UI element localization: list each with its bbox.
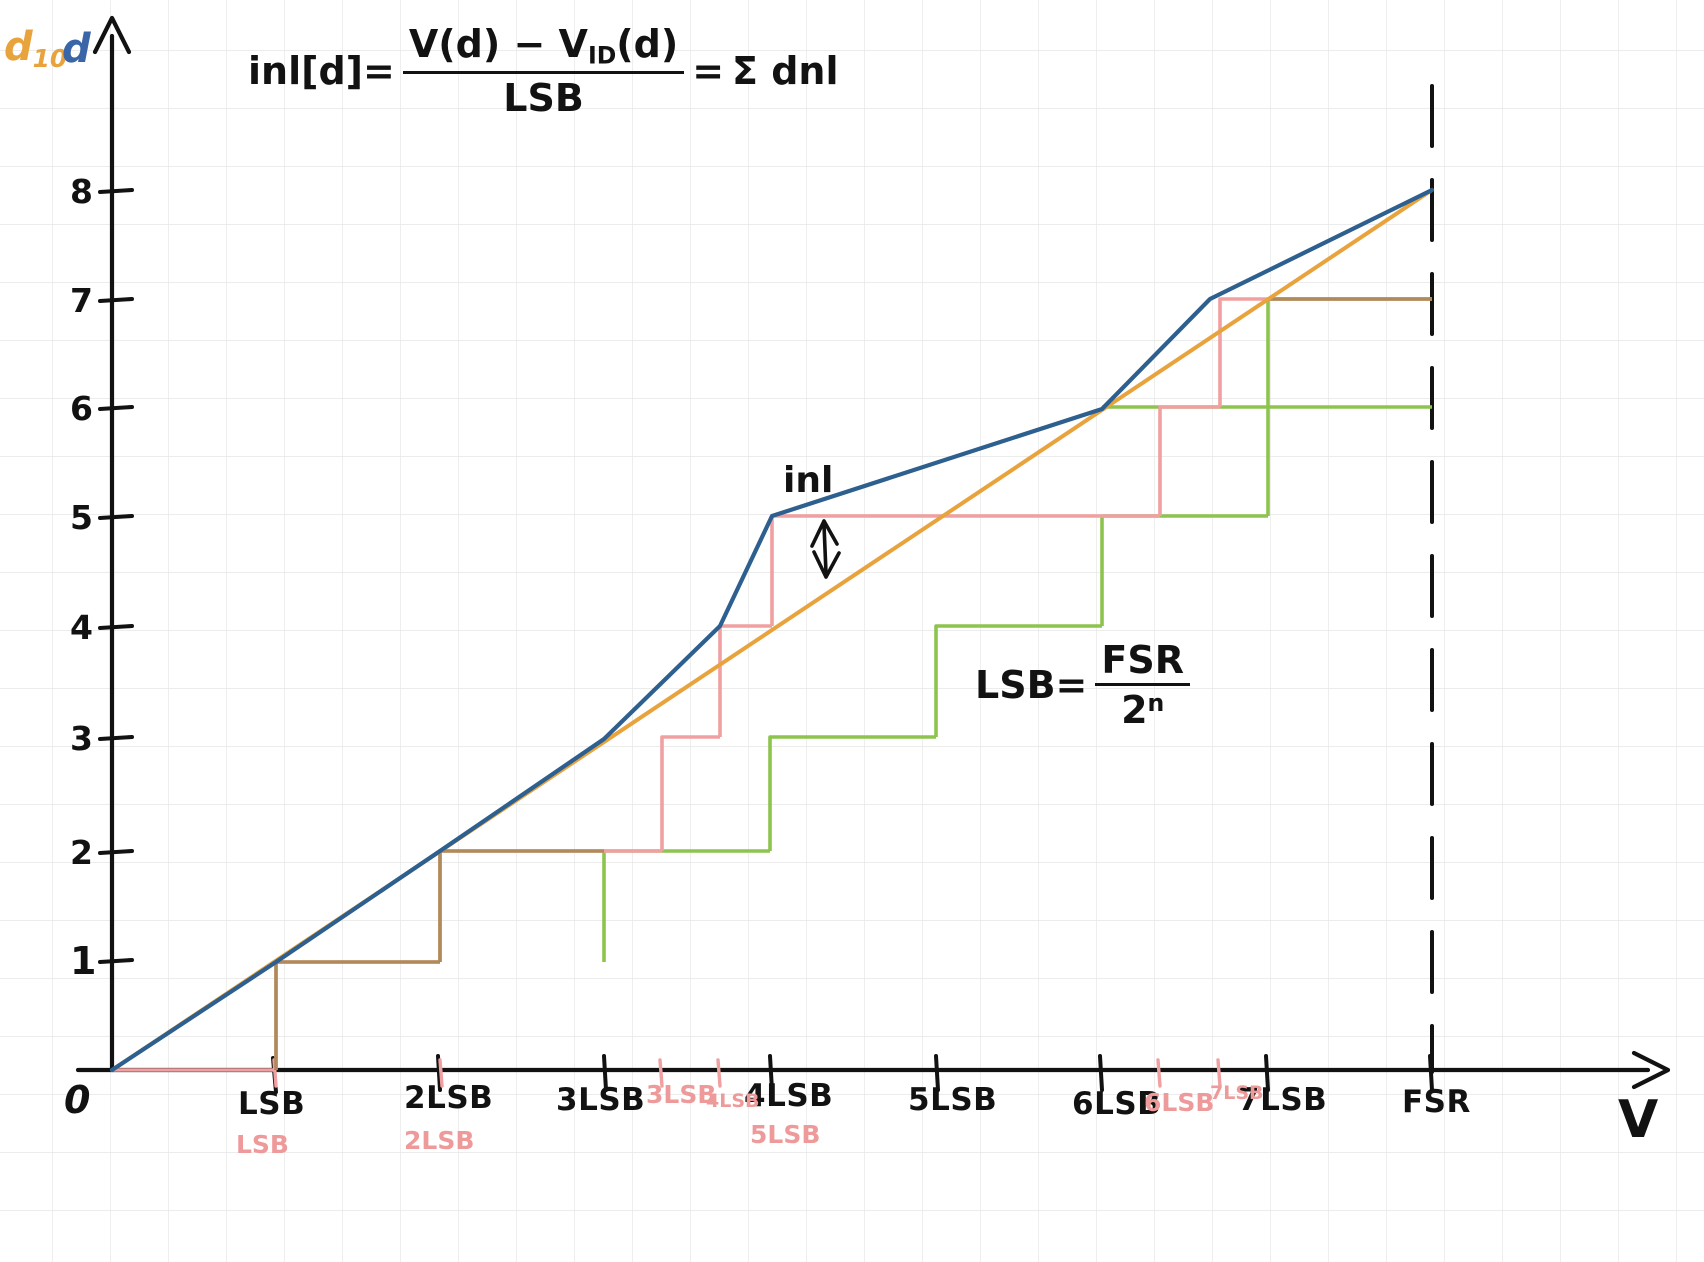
x-tick-label-pink-4lsb: 4LSB: [706, 1090, 760, 1112]
x-tick-label-pink-3lsb: 3LSB: [646, 1080, 717, 1109]
lsb-formula: LSB= FSR 2n: [975, 638, 1190, 732]
origin-label: 0: [64, 1078, 91, 1122]
y-tick-label-2: 2: [70, 833, 93, 872]
y-axis-label-d: d: [62, 26, 91, 72]
x-tick-label-pink-6lsb: 6LSB: [1144, 1088, 1215, 1117]
y-tick-label-5: 5: [70, 498, 93, 537]
lsb-formula-numerator: FSR: [1095, 638, 1190, 686]
y-tick-label-4: 4: [70, 608, 93, 647]
inl-formula-fraction: V(d) − VID(d) LSB: [402, 22, 685, 120]
x-tick-label-4lsb: 4LSB: [744, 1078, 834, 1114]
y-tick-label-7: 7: [70, 281, 93, 320]
x-tick-label-lsb: LSB: [238, 1086, 306, 1122]
lsb-formula-lhs: LSB=: [975, 663, 1088, 707]
inl-curve-blue: [109, 187, 1435, 1073]
lsb-formula-fraction: FSR 2n: [1095, 638, 1190, 732]
y-tick-label-8: 8: [70, 172, 93, 211]
ideal-staircase-green: [602, 297, 1432, 962]
x-axis-label-v: V: [1618, 1090, 1659, 1150]
brown-step-segments: [274, 297, 1432, 1070]
inl-formula-rhs: Σ dnl: [732, 48, 839, 93]
inl-annotation-label: inl: [783, 460, 834, 501]
x-tick-label-pink-5lsb: 5LSB: [750, 1120, 821, 1149]
inl-formula-equals: =: [692, 48, 725, 93]
inl-formula-denominator: LSB: [503, 75, 584, 120]
x-tick-label-5lsb: 5LSB: [908, 1082, 998, 1118]
lsb-formula-denominator: 2n: [1121, 688, 1165, 732]
actual-staircase-pink: [112, 297, 1432, 1072]
inl-formula-lhs: inl[d]=: [248, 48, 395, 93]
y-axis: [92, 15, 132, 1073]
x-tick-label-2lsb: 2LSB: [404, 1080, 494, 1116]
y-tick-label-3: 3: [70, 719, 93, 758]
x-tick-label-7lsb: 7LSB: [1238, 1082, 1328, 1118]
inl-double-arrow: [810, 519, 841, 579]
x-axis-ticks-pink: [272, 1058, 1222, 1088]
x-tick-label-pink-lsb: LSB: [236, 1130, 289, 1159]
x-tick-label-pink-2lsb: 2LSB: [404, 1126, 475, 1155]
y-tick-label-6: 6: [70, 389, 93, 428]
x-tick-label-pink-7lsb: 7LSB: [1210, 1082, 1264, 1104]
y-axis-label-d10: d10: [4, 24, 68, 73]
x-tick-label-fsr: FSR: [1402, 1084, 1471, 1120]
x-tick-label-3lsb: 3LSB: [556, 1082, 646, 1118]
inl-formula: inl[d]= V(d) − VID(d) LSB = Σ dnl: [248, 22, 839, 120]
y-axis-ticks: [98, 188, 134, 964]
x-tick-label-6lsb: 6LSB: [1072, 1086, 1162, 1122]
x-axis: [75, 1050, 1671, 1090]
y-tick-label-1: 1: [70, 939, 97, 983]
inl-formula-numerator: V(d) − VID(d): [402, 22, 685, 74]
